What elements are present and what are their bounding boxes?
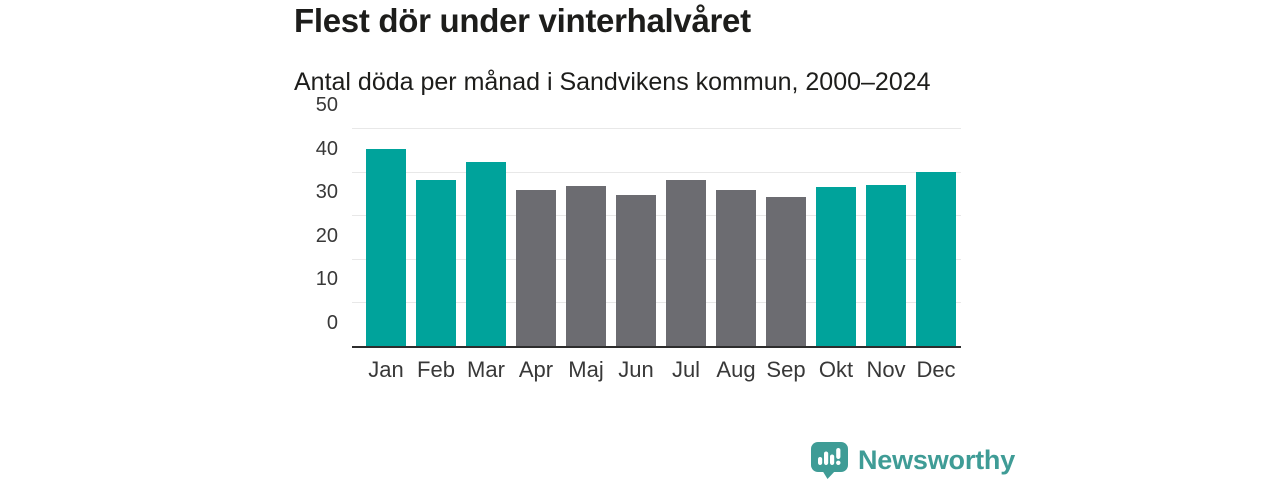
bar-maj — [566, 186, 606, 347]
gridline-20 — [352, 258, 961, 260]
gridline-10 — [352, 302, 961, 304]
gridline-50 — [352, 128, 961, 129]
x-axis-line — [352, 346, 961, 348]
x-tick-label-jan: Jan — [368, 357, 404, 382]
x-tick-label-apr: Apr — [518, 357, 554, 382]
gridline-30 — [352, 215, 961, 217]
logo-bar-tall — [824, 451, 829, 465]
bar-mar — [466, 162, 506, 347]
bar-column-apr: Apr — [516, 129, 556, 382]
bar-column-nov: Nov — [866, 129, 906, 382]
x-tick-label-dec: Dec — [916, 357, 956, 382]
bar-series: Jan Feb Mar Apr Maj Jun Jul Aug Sep Okt Nov Dec — [352, 129, 961, 382]
bar-column-jun: Jun — [616, 129, 656, 382]
bar-column-feb: Feb — [416, 129, 456, 382]
y-tick-label-20: 20 — [315, 224, 338, 247]
bar-aug — [716, 190, 756, 347]
x-tick-label-nov: Nov — [866, 357, 906, 382]
bar-okt — [816, 187, 856, 347]
bar-dec — [916, 171, 956, 347]
logo-bar-mid — [830, 454, 835, 465]
bar-column-sep: Sep — [766, 129, 806, 382]
y-tick-label-10: 10 — [315, 268, 338, 291]
newsworthy-logo: Newsworthy — [810, 441, 1015, 479]
x-tick-label-jun: Jun — [618, 357, 654, 382]
logo-exclamation-line — [836, 448, 841, 459]
y-axis: 0 10 20 30 40 50 — [280, 94, 345, 347]
bar-column-aug: Aug — [716, 129, 756, 382]
bar-sep — [766, 197, 806, 347]
bar-jun — [616, 194, 656, 347]
newsworthy-logo-icon — [811, 442, 848, 479]
bar-column-mar: Mar — [466, 129, 506, 382]
newsworthy-logo-text: Newsworthy — [858, 444, 1016, 475]
y-tick-label-50: 50 — [315, 94, 338, 117]
chart-subtitle: Antal döda per månad i Sandvikens kommun… — [294, 68, 931, 96]
bar-jan — [366, 149, 406, 347]
bar-nov — [866, 185, 906, 347]
x-tick-label-mar: Mar — [467, 357, 505, 382]
bar-column-dec: Dec — [916, 129, 956, 382]
y-tick-label-40: 40 — [315, 137, 338, 160]
x-tick-label-sep: Sep — [766, 357, 806, 382]
x-tick-label-okt: Okt — [818, 357, 854, 382]
bar-column-okt: Okt — [816, 129, 856, 382]
bar-jul — [666, 180, 706, 347]
bar-feb — [416, 180, 456, 347]
y-tick-label-0: 0 — [326, 312, 338, 335]
chart-title: Flest dör under vinterhalvåret — [294, 2, 751, 39]
y-tick-label-30: 30 — [315, 181, 338, 204]
plot-area: Jan Feb Mar Apr Maj Jun Jul Aug Sep Okt Nov Dec — [352, 128, 961, 382]
logo-exclamation-dot — [836, 460, 841, 465]
x-tick-label-maj: Maj — [568, 357, 604, 382]
bar-column-jan: Jan — [366, 129, 406, 382]
bar-column-maj: Maj — [566, 129, 606, 382]
x-tick-label-feb: Feb — [417, 357, 455, 382]
x-tick-label-jul: Jul — [671, 357, 701, 382]
bar-column-jul: Jul — [666, 129, 706, 382]
gridline-40 — [352, 171, 961, 173]
x-tick-label-aug: Aug — [716, 357, 756, 382]
bar-apr — [516, 190, 556, 347]
logo-bar-short — [818, 457, 823, 465]
